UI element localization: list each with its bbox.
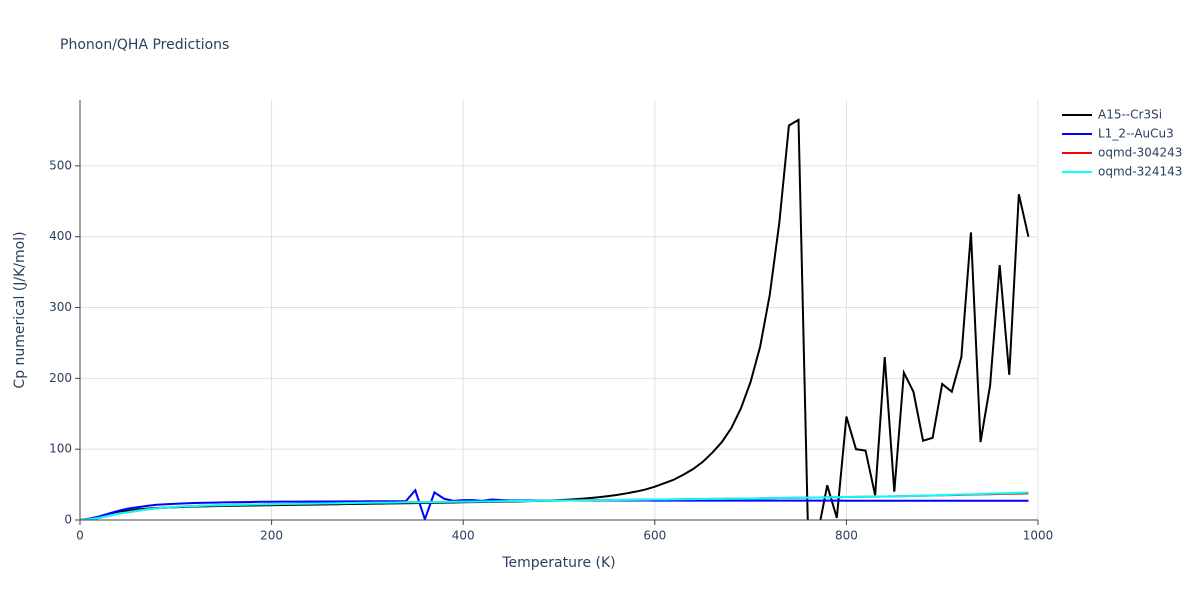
x-tick-label: 600	[643, 529, 666, 543]
x-tick-label: 1000	[1023, 529, 1054, 543]
y-tick-label: 500	[49, 158, 72, 172]
grid	[79, 100, 1039, 521]
x-tick-label: 400	[452, 529, 475, 543]
series-line	[80, 118, 1030, 520]
legend: A15--Cr3Si L1_2--AuCu3 oqmd-304243 oqmd-324…	[1062, 108, 1182, 179]
y-tick-label: 400	[49, 229, 72, 243]
y-axis-title: Cp numerical (J/K/mol)	[12, 231, 28, 388]
y-tick-label: 0	[64, 513, 72, 527]
x-tick-label: 0	[76, 529, 84, 543]
chart-title: Phonon/QHA Predictions	[60, 37, 229, 53]
legend-label: oqmd-324143	[1098, 165, 1182, 179]
y-tick-label: 300	[49, 300, 72, 314]
series-line	[80, 491, 1029, 520]
y-tick-label: 100	[49, 442, 72, 456]
legend-label: L1_2--AuCu3	[1098, 127, 1174, 141]
legend-label: oqmd-304243	[1098, 146, 1182, 160]
x-tick-label: 200	[260, 529, 283, 543]
y-tick-label: 200	[49, 371, 72, 385]
x-tick-label: 800	[835, 529, 858, 543]
plot-area	[80, 118, 1030, 520]
legend-label: A15--Cr3Si	[1098, 108, 1162, 122]
axes: 0 100 200 300 400 500 0 200 400 600 800 1000	[49, 100, 1053, 543]
x-axis-title: Temperature (K)	[501, 555, 615, 571]
